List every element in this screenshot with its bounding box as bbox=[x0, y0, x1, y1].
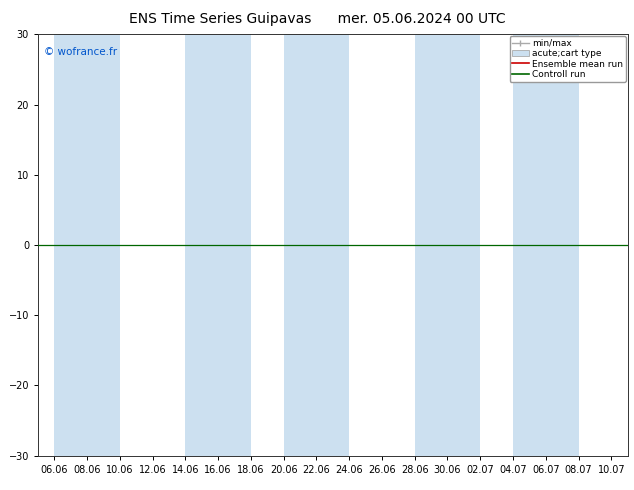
Bar bbox=[55, 34, 120, 456]
Bar bbox=[284, 34, 349, 456]
Bar bbox=[415, 34, 481, 456]
Text: ENS Time Series Guipavas      mer. 05.06.2024 00 UTC: ENS Time Series Guipavas mer. 05.06.2024… bbox=[129, 12, 505, 26]
Legend: min/max, acute;cart type, Ensemble mean run, Controll run: min/max, acute;cart type, Ensemble mean … bbox=[510, 36, 626, 81]
Text: © wofrance.fr: © wofrance.fr bbox=[44, 47, 117, 57]
Bar bbox=[185, 34, 251, 456]
Bar bbox=[513, 34, 578, 456]
